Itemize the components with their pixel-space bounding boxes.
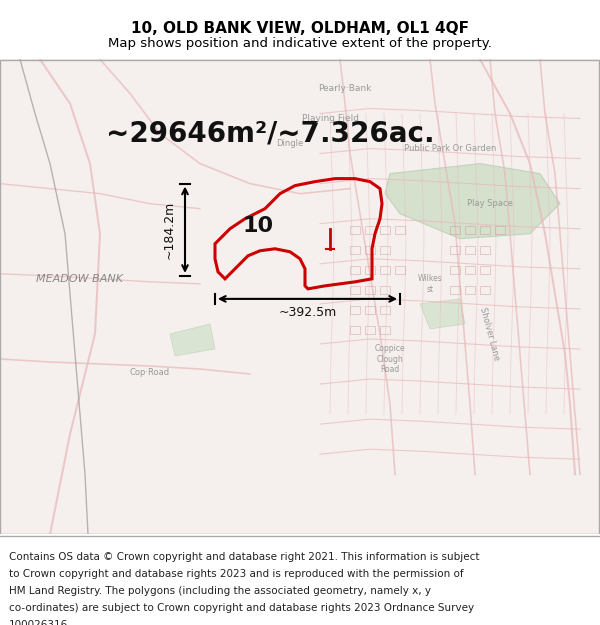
Text: 10, OLD BANK VIEW, OLDHAM, OL1 4QF: 10, OLD BANK VIEW, OLDHAM, OL1 4QF: [131, 21, 469, 36]
Text: 10: 10: [242, 216, 274, 236]
Text: Play Space: Play Space: [467, 199, 513, 208]
Text: Dingle: Dingle: [277, 139, 304, 148]
Text: Public Park Or Garden: Public Park Or Garden: [404, 144, 496, 153]
Bar: [350, 326, 360, 334]
Polygon shape: [420, 299, 465, 329]
Bar: [395, 226, 405, 234]
Text: HM Land Registry. The polygons (including the associated geometry, namely x, y: HM Land Registry. The polygons (includin…: [9, 586, 431, 596]
Bar: [465, 246, 475, 254]
Bar: [365, 286, 375, 294]
Bar: [480, 266, 490, 274]
Bar: [350, 246, 360, 254]
Bar: [380, 326, 390, 334]
Bar: [380, 286, 390, 294]
Polygon shape: [385, 164, 560, 239]
Bar: [480, 286, 490, 294]
Bar: [350, 226, 360, 234]
Bar: [365, 266, 375, 274]
Bar: [365, 326, 375, 334]
Bar: [465, 266, 475, 274]
Text: Sholver Lane: Sholver Lane: [479, 306, 502, 362]
Text: ~392.5m: ~392.5m: [278, 306, 337, 319]
Bar: [380, 306, 390, 314]
Bar: [450, 246, 460, 254]
Bar: [480, 246, 490, 254]
Bar: [495, 226, 505, 234]
Bar: [465, 226, 475, 234]
Text: Wilkes
st: Wilkes st: [418, 274, 442, 294]
Bar: [365, 226, 375, 234]
Bar: [395, 266, 405, 274]
Bar: [380, 226, 390, 234]
Bar: [450, 226, 460, 234]
Text: Contains OS data © Crown copyright and database right 2021. This information is : Contains OS data © Crown copyright and d…: [9, 552, 479, 562]
Bar: [380, 246, 390, 254]
Text: ~184.2m: ~184.2m: [163, 201, 176, 259]
Bar: [450, 286, 460, 294]
Bar: [365, 306, 375, 314]
Text: Cop·Road: Cop·Road: [130, 368, 170, 376]
Polygon shape: [170, 324, 215, 356]
Bar: [350, 266, 360, 274]
Text: to Crown copyright and database rights 2023 and is reproduced with the permissio: to Crown copyright and database rights 2…: [9, 569, 464, 579]
Bar: [465, 286, 475, 294]
Text: 100026316.: 100026316.: [9, 619, 71, 625]
Text: co-ordinates) are subject to Crown copyright and database rights 2023 Ordnance S: co-ordinates) are subject to Crown copyr…: [9, 602, 474, 612]
Bar: [350, 306, 360, 314]
Bar: [450, 266, 460, 274]
Bar: [380, 266, 390, 274]
Text: Map shows position and indicative extent of the property.: Map shows position and indicative extent…: [108, 38, 492, 50]
Text: ~29646m²/~7.326ac.: ~29646m²/~7.326ac.: [106, 119, 434, 148]
Text: MEADOW BANK: MEADOW BANK: [37, 274, 124, 284]
Text: Coppice
Clough
Road: Coppice Clough Road: [374, 344, 406, 374]
Text: Playing Field: Playing Field: [302, 114, 359, 123]
Bar: [480, 226, 490, 234]
Text: Pearly·Bank: Pearly·Bank: [319, 84, 371, 93]
Bar: [365, 246, 375, 254]
Bar: [350, 286, 360, 294]
